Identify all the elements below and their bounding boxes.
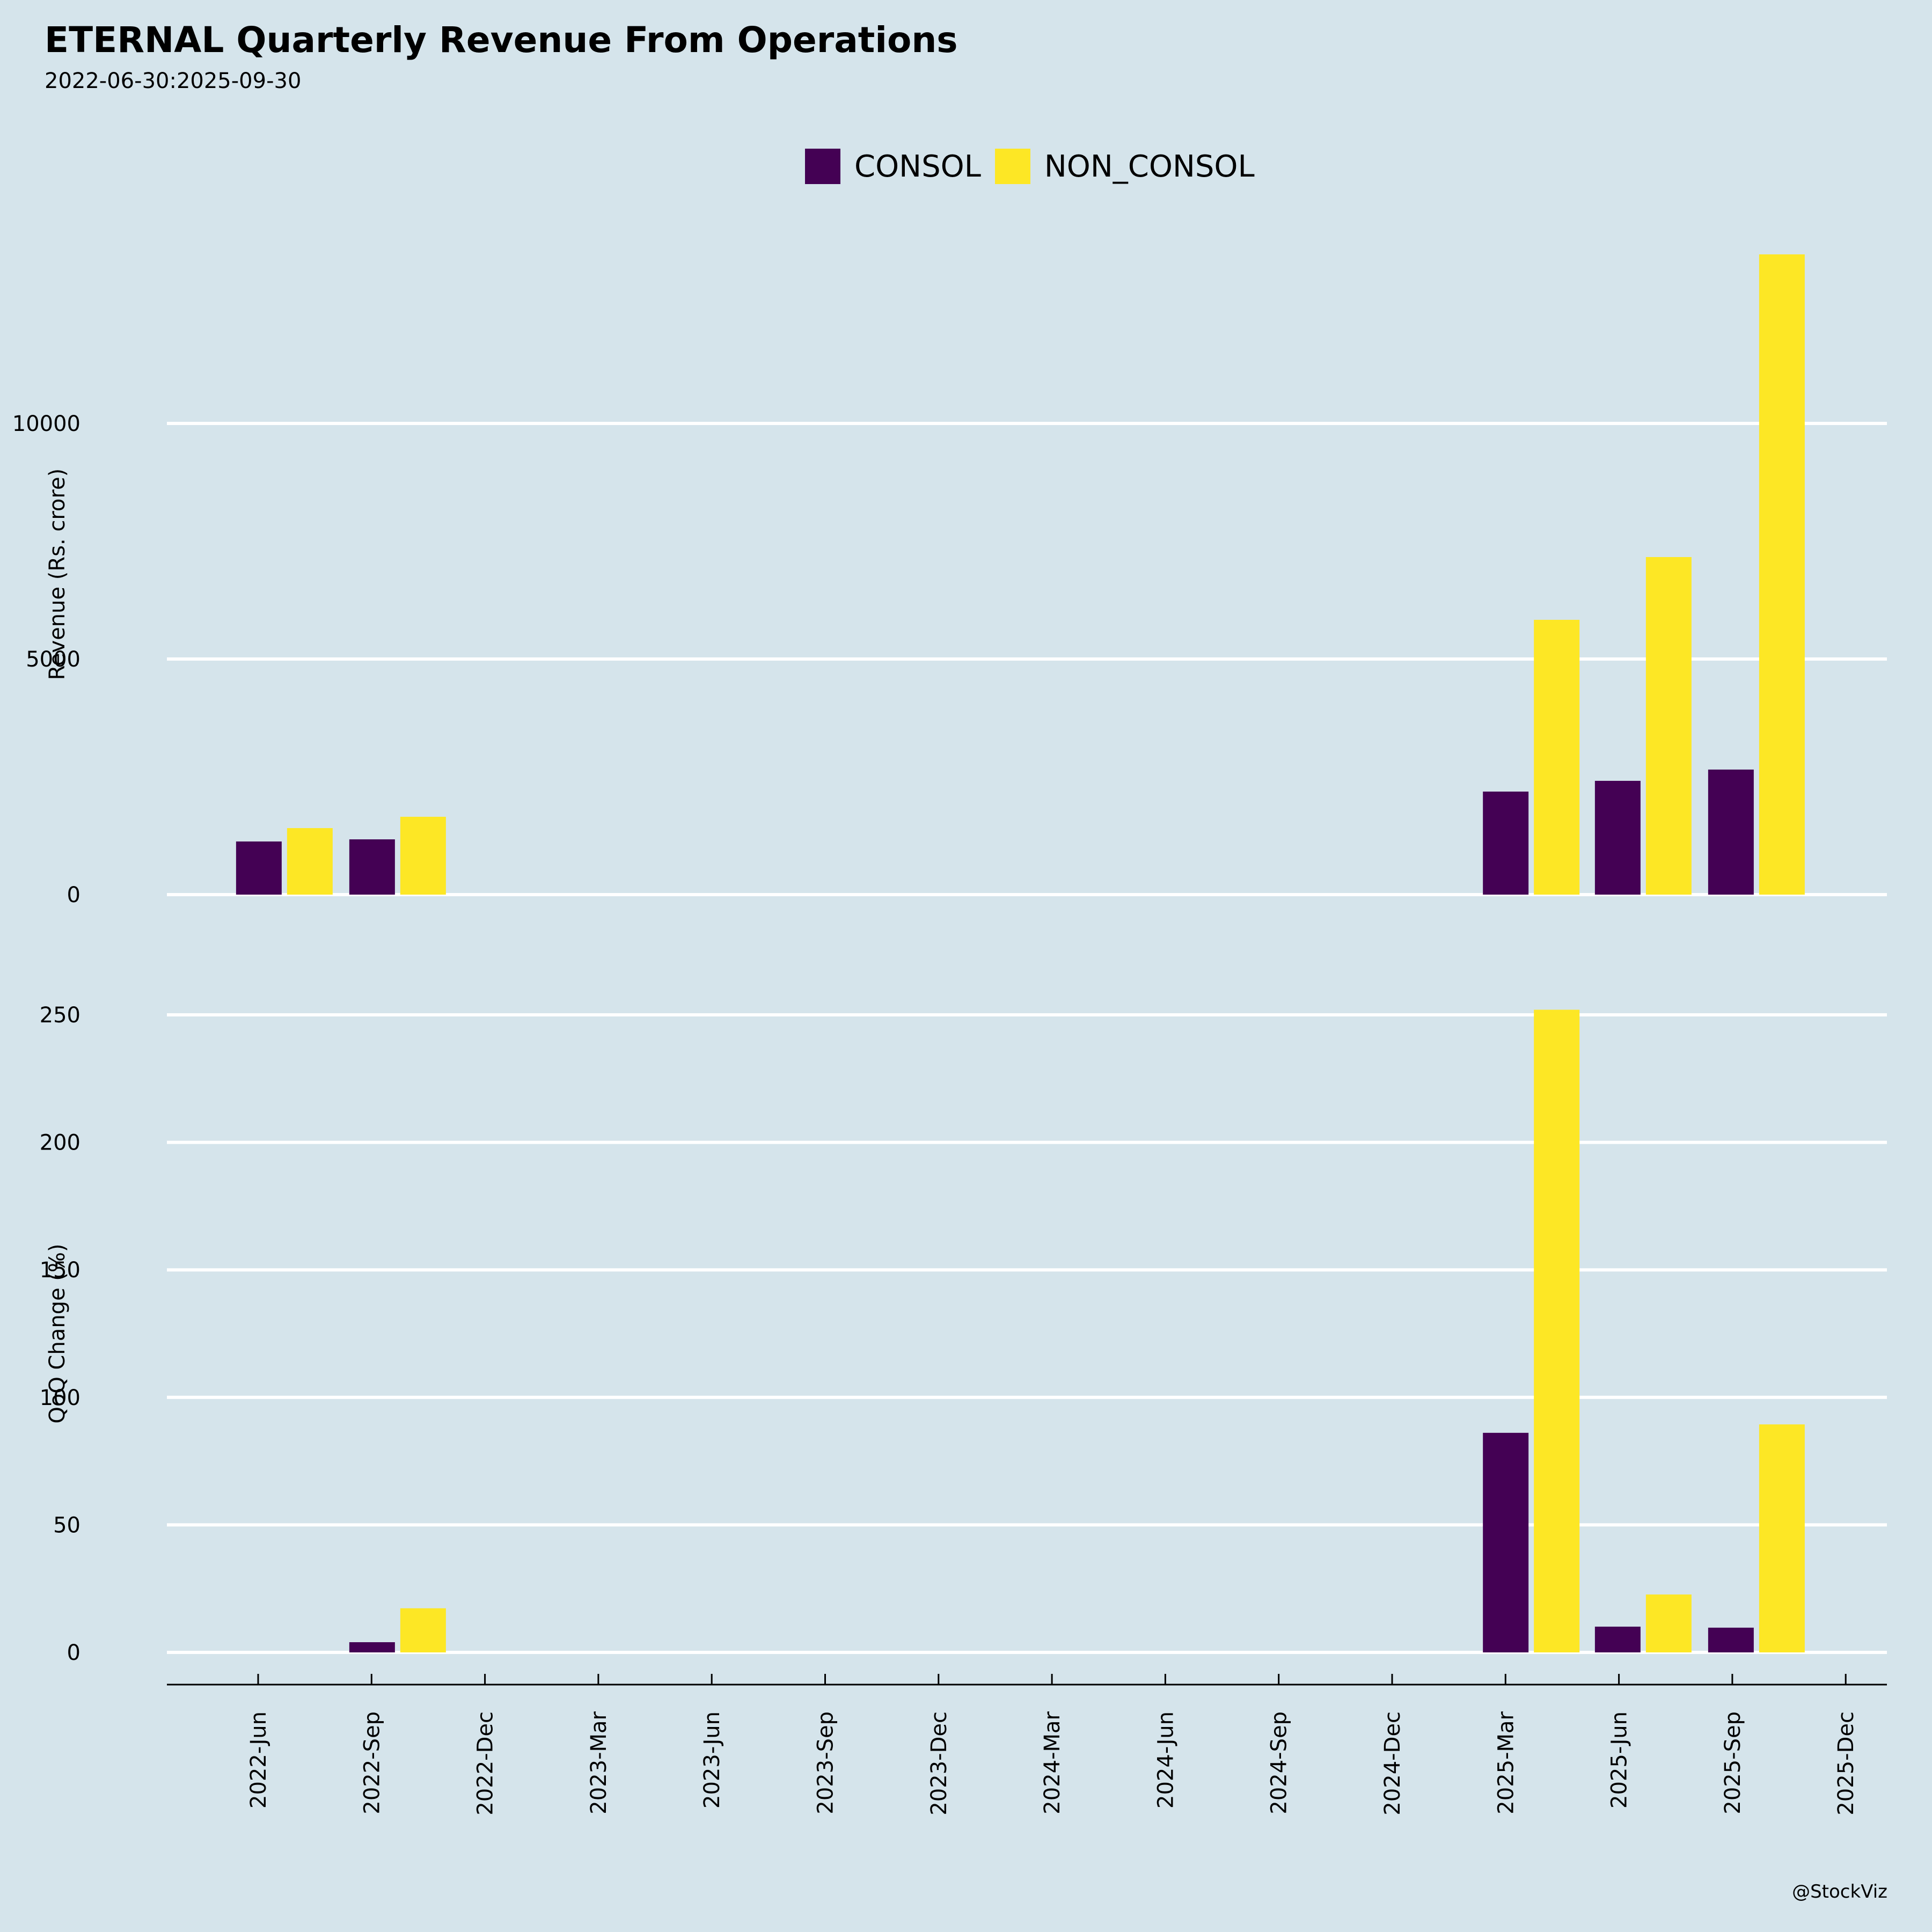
qoq-y-tick-label: 150 [40,1258,80,1283]
qoq-y-axis-title: QoQ Change (%) [45,1243,70,1423]
legend-swatch-consol [805,149,840,184]
legend-item-non-consol: NON_CONSOL [994,149,1255,184]
revenue-bar-consol [236,841,282,895]
revenue-y-tick-label: 0 [67,883,80,908]
qoq-y-tick-label: 50 [53,1513,80,1538]
chart-title: ETERNAL Quarterly Revenue From Operation… [45,19,958,61]
x-tick-label: 2025-Sep [1721,1711,1745,1814]
revenue-y-tick-labels: 0 5000 10000 [12,412,80,908]
x-tick-label: 2025-Dec [1834,1711,1858,1816]
legend-item-consol: CONSOL [805,149,981,184]
qoq-bar-non-consol [1645,1594,1692,1652]
qoq-bar-non-consol [400,1608,446,1652]
x-tick-label: 2024-Dec [1380,1711,1405,1816]
qoq-y-tick-label: 200 [40,1131,80,1155]
qoq-bar-consol [1594,1627,1641,1652]
revenue-bar-non-consol [1645,557,1692,895]
revenue-bar-non-consol [400,816,446,895]
legend: CONSOL NON_CONSOL [805,148,1269,185]
revenue-bar-non-consol [287,828,333,895]
qoq-y-tick-label: 250 [40,1003,80,1028]
x-tick-label: 2023-Jun [700,1711,724,1809]
qoq-bar-non-consol [1534,1009,1580,1652]
legend-label-non-consol: NON_CONSOL [1044,149,1255,184]
revenue-y-tick-label: 5000 [26,647,80,672]
x-tick-label: 2023-Sep [814,1711,838,1814]
qoq-gridlines [167,1013,1887,1654]
legend-swatch-non-consol [994,149,1030,184]
revenue-bar-consol [349,839,395,895]
revenue-bar-consol [1708,769,1754,895]
x-tick-label: 2023-Mar [587,1711,611,1814]
x-tick-label: 2025-Mar [1494,1711,1518,1814]
x-tick-label: 2024-Jun [1153,1711,1178,1809]
qoq-bar-consol [1483,1432,1529,1652]
x-tick-label: 2023-Dec [927,1711,952,1816]
revenue-y-axis-title: Revenue (Rs. crore) [45,469,70,680]
x-tick-label: 2022-Jun [246,1711,271,1809]
x-axis: 2022-Jun 2022-Sep 2022-Dec 2023-Mar 2023-Jun… [167,1674,1887,1816]
x-tick-label: 2022-Dec [473,1711,498,1816]
qoq-y-tick-label: 0 [67,1641,80,1665]
revenue-y-tick-label: 10000 [12,412,80,436]
chart-subtitle: 2022-06-30:2025-09-30 [45,69,302,93]
x-tick-label: 2024-Sep [1267,1711,1292,1814]
revenue-bar-consol [1483,791,1529,895]
qoq-bar-consol [349,1642,395,1652]
revenue-bar-consol [1594,780,1641,895]
revenue-bar-non-consol [1759,254,1805,895]
revenue-bar-non-consol [1534,619,1580,895]
qoq-y-tick-labels: 0 50 100 150 200 250 [40,1003,80,1665]
x-tick-label: 2022-Sep [360,1711,384,1814]
qoq-bar-consol [1708,1627,1754,1652]
revenue-bars [236,254,1805,895]
qoq-y-tick-label: 100 [40,1386,80,1410]
qoq-bar-non-consol [1759,1424,1805,1652]
x-tick-label: 2025-Jun [1607,1711,1632,1809]
legend-label-consol: CONSOL [854,149,981,184]
watermark: @StockViz [1792,1881,1887,1902]
qoq-bars [349,1009,1805,1652]
x-tick-label: 2024-Mar [1040,1711,1065,1814]
